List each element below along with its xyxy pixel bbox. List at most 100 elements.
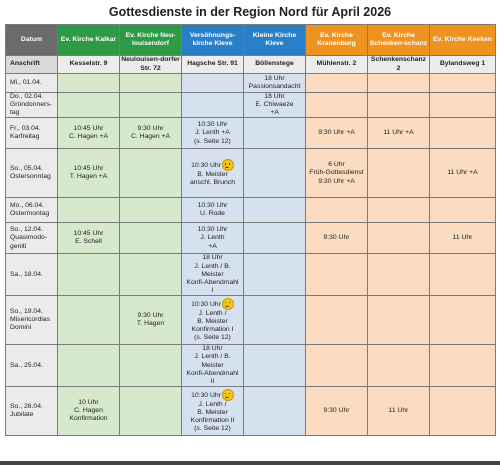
smiley-icon	[221, 297, 234, 310]
service-cell-kalkar: 10:45 Uhr E. Schell	[57, 222, 120, 255]
date-cell: Fr., 03.04. Karfreitag	[5, 117, 58, 150]
service-line: Konfirmation II	[190, 417, 235, 425]
header-kleine-kirche: Kleine Kirche Kleve	[243, 24, 306, 56]
date-line: Ostermontag	[10, 210, 50, 218]
service-cell-versoehnungskirche: 18 Uhr J. Lenth / B. Meister Konfi-Abendma…	[181, 344, 244, 388]
service-line: 10 Uhr	[78, 398, 99, 406]
service-line: 10:30 Uhr	[183, 159, 242, 172]
service-cell-kalkar: 10:45 Uhr T. Hagen +A	[57, 148, 120, 199]
date-line: Sa., 25.04.	[10, 361, 43, 369]
date-line: Fr., 03.04.	[10, 125, 41, 133]
service-cell-keeken: 11 Uhr +A	[429, 148, 496, 199]
service-cell-neulouisendorf	[119, 253, 182, 297]
service-cell-schenkenschanz	[367, 295, 430, 346]
date-line: Jubilate	[10, 411, 34, 419]
service-cell-kranenburg	[305, 73, 368, 93]
service-cell-schenkenschanz	[367, 148, 430, 199]
service-line: (s. Seite 12)	[194, 425, 231, 433]
service-cell-versoehnungskirche	[181, 73, 244, 93]
service-line: 11 Uhr	[388, 406, 409, 414]
date-cell: Do., 02.04. Gründonners-tag	[5, 91, 58, 119]
date-line: Karfreitag	[10, 133, 40, 141]
service-cell-keeken	[429, 117, 496, 150]
service-cell-kalkar	[57, 344, 120, 388]
service-cell-neulouisendorf	[119, 344, 182, 388]
table-row: Fr., 03.04. Karfreitag 10:45 Uhr C. Hagen +…	[5, 117, 496, 150]
service-cell-schenkenschanz	[367, 222, 430, 255]
table-row: Mo., 06.04. Ostermontag 10:30 Uhr U. Rode	[5, 197, 496, 224]
date-cell: So., 05.04. Ostersonntag	[5, 148, 58, 199]
service-cell-kalkar	[57, 197, 120, 224]
service-cell-kalkar	[57, 295, 120, 346]
service-cell-neulouisendorf: 9:30 Uhr T. Hagen	[119, 295, 182, 346]
address-schenkenschanz: Schenkenschanz 2	[367, 55, 430, 74]
service-cell-neulouisendorf	[119, 91, 182, 119]
service-cell-keeken	[429, 344, 496, 388]
service-cell-schenkenschanz: 11 Uhr +A	[367, 117, 430, 150]
page-title: Gottesdienste in der Region Nord für Apr…	[108, 5, 392, 19]
date-line: Ostersonntag	[10, 173, 51, 181]
service-cell-kleine-kirche	[243, 117, 306, 150]
service-line: J. Lenth /	[198, 309, 227, 317]
service-line: 10:30 Uhr	[197, 202, 228, 210]
date-cell: Mo., 06.04. Ostermontag	[5, 197, 58, 224]
table-row: Mi., 01.04. 18 Uhr Passionsandacht	[5, 73, 496, 93]
service-cell-kalkar	[57, 91, 120, 119]
service-line: E. Schell	[75, 238, 102, 246]
table-row: So., 19.04. Misericordias Domini 9:30 Uhr T.…	[5, 295, 496, 346]
service-cell-kranenburg	[305, 253, 368, 297]
service-cell-kranenburg	[305, 91, 368, 119]
service-cell-versoehnungskirche: 10:30 Uhr J. Lenth +A	[181, 222, 244, 255]
service-cell-versoehnungskirche: 10:30 Uhr J. Lenth / B. Meister Konfirmatio…	[181, 295, 244, 346]
service-cell-kleine-kirche	[243, 197, 306, 224]
service-cell-kranenburg: 6 Uhr Früh-Gottesdienst 9:30 Uhr +A	[305, 148, 368, 199]
service-cell-neulouisendorf	[119, 222, 182, 255]
service-cell-versoehnungskirche: 10:30 Uhr J. Lenth / B. Meister Konfirmatio…	[181, 386, 244, 437]
service-line: 9:30 Uhr	[137, 125, 164, 133]
service-line: C. Hagen	[74, 406, 103, 414]
table-row: So., 12.04. Quasimodo-geniti 10:45 Uhr E. S…	[5, 222, 496, 255]
header-neulouisendorf: Ev. Kirche Neu-louisendorf	[119, 24, 182, 56]
bottom-bar	[0, 461, 500, 465]
service-cell-kleine-kirche: 18 Uhr Passionsandacht	[243, 73, 306, 93]
service-cell-kalkar: 10 Uhr C. Hagen Konfirmation	[57, 386, 120, 437]
address-kranenburg: Mühlenstr. 2	[305, 55, 368, 74]
service-line: 18 Uhr	[264, 74, 285, 82]
date-line: Gründonners-tag	[10, 101, 52, 117]
service-line: J. Lenth	[200, 234, 225, 242]
service-cell-keeken	[429, 386, 496, 437]
service-line: T. Hagen	[136, 320, 165, 328]
service-line: Früh-Gottesdienst	[309, 169, 364, 177]
service-line: U. Rode	[200, 210, 225, 218]
address-keeken: Bylandsweg 1	[429, 55, 496, 74]
table-row: So., 26.04. Jubilate 10 Uhr C. Hagen Konfirm…	[5, 386, 496, 437]
service-line: Passionsandacht	[248, 83, 301, 90]
service-cell-kalkar: 10:45 Uhr C. Hagen +A	[57, 117, 120, 150]
date-cell: So., 19.04. Misericordias Domini	[5, 295, 58, 346]
service-line: Konfirmation I	[191, 326, 234, 334]
service-line: 11 Uhr	[452, 234, 473, 242]
service-line: E. Chiwaeze	[255, 101, 294, 109]
service-cell-schenkenschanz	[367, 91, 430, 119]
table-row: Sa., 18.04. 18 Uhr J. Lenth / B. Meister Ko…	[5, 253, 496, 297]
service-cell-schenkenschanz: 11 Uhr	[367, 386, 430, 437]
service-line: 18 Uhr	[264, 93, 285, 100]
service-cell-keeken: 11 Uhr	[429, 222, 496, 255]
header-schenkenschanz: Ev. Kirche Schenken-schanz	[367, 24, 430, 56]
service-line: 10:45 Uhr	[73, 165, 104, 173]
service-line: Konfirmation	[69, 415, 108, 423]
service-line: 10:45 Uhr	[73, 125, 104, 133]
service-line: J. Lenth / B. Meister	[194, 262, 231, 278]
service-line: 9:30 Uhr +A	[318, 177, 355, 185]
service-cell-kleine-kirche: 18 Uhr E. Chiwaeze +A	[243, 91, 306, 119]
service-line: B. Meister	[197, 318, 228, 326]
service-cell-kleine-kirche	[243, 148, 306, 199]
service-cell-keeken	[429, 73, 496, 93]
address-versoehnungskirche: Hagsche Str. 91	[181, 55, 244, 74]
service-line: (s. Seite 12)	[194, 137, 231, 145]
date-cell: So., 12.04. Quasimodo-geniti	[5, 222, 58, 255]
service-line: B. Meister	[197, 408, 228, 416]
service-cell-keeken	[429, 253, 496, 297]
service-cell-versoehnungskirche: 10:30 Uhr U. Rode	[181, 197, 244, 224]
service-cell-kranenburg	[305, 197, 368, 224]
